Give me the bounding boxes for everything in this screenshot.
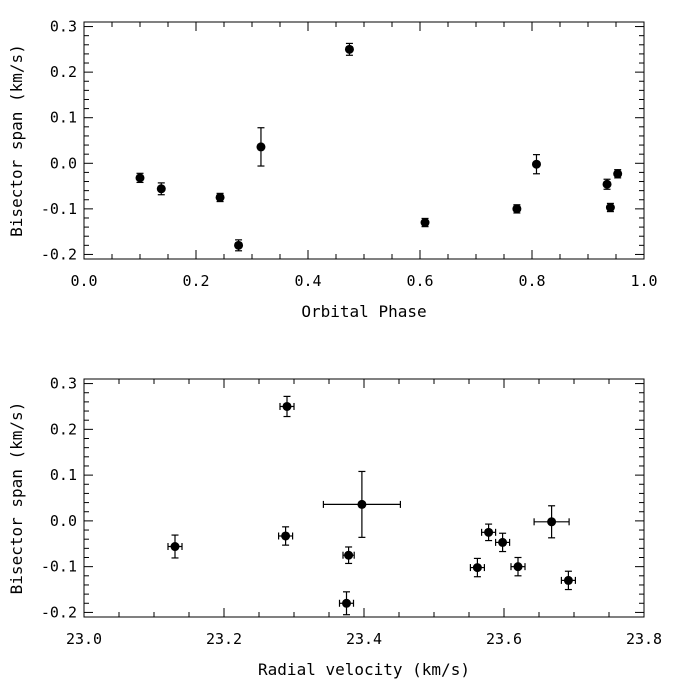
x-tick-label: 23.4 [346,630,382,648]
x-tick-label: 23.6 [486,630,522,648]
x-tick-label: 0.8 [518,272,545,290]
y-tick-label: 0.0 [50,512,77,530]
x-tick-label: 0.2 [182,272,209,290]
y-tick-label: -0.2 [41,603,77,621]
data-point [472,563,482,573]
velocity-panel: 23.0 23.2 23.4 23.6 23.8 -0.2 -0.1 0.0 0.1 0.2 0.3… [7,375,662,679]
data-point [547,517,557,527]
x-tick-label: 0.4 [294,272,321,290]
y-tick-label: 0.1 [50,466,77,484]
y-tick-label: 0.2 [50,63,77,81]
data-point [344,44,354,54]
data-point [602,179,612,189]
data-point [282,401,292,411]
data-point [170,542,180,552]
data-point [344,550,354,560]
x-axis-label: Orbital Phase [301,302,426,321]
y-tick-label: -0.2 [41,245,77,263]
data-point [234,240,244,250]
x-tick-label: 23.8 [626,630,662,648]
data-point [531,159,541,169]
data-point [281,531,291,541]
y-tick-label: -0.1 [41,200,77,218]
data-point [256,142,266,152]
data-point [342,598,351,608]
data-point [357,499,367,509]
data-point [215,192,225,202]
data-point [135,173,145,183]
data-point [512,204,522,214]
data-point [484,527,494,537]
x-tick-label: 0.6 [406,272,433,290]
x-tick-label: 23.2 [206,630,242,648]
y-axis-label: Bisector span (km/s) [7,402,26,595]
x-axis-label: Radial velocity (km/s) [258,660,470,679]
data-point [156,184,166,194]
y-tick-label: 0.0 [50,154,77,172]
y-tick-label: 0.3 [50,375,77,393]
x-tick-label: 23.0 [66,630,102,648]
data-point [605,202,615,212]
phase-panel: 0.0 0.2 0.4 0.6 0.8 1.0 -0.2 -0.1 0.0 0.1 0.2 0.3 Or… [7,18,658,321]
y-tick-label: 0.3 [50,18,77,36]
plot-frame [83,21,645,260]
x-tick-label: 1.0 [630,272,657,290]
y-tick-label: 0.2 [50,420,77,438]
x-tick-label: 0.0 [70,272,97,290]
plot-frame [83,378,645,618]
data-point [563,575,573,585]
data-point [420,218,430,228]
data-point [613,169,623,179]
y-tick-label: 0.1 [50,109,77,127]
y-axis-label: Bisector span (km/s) [7,44,26,237]
data-point [498,537,508,547]
y-tick-label: -0.1 [41,558,77,576]
data-point [513,562,523,572]
